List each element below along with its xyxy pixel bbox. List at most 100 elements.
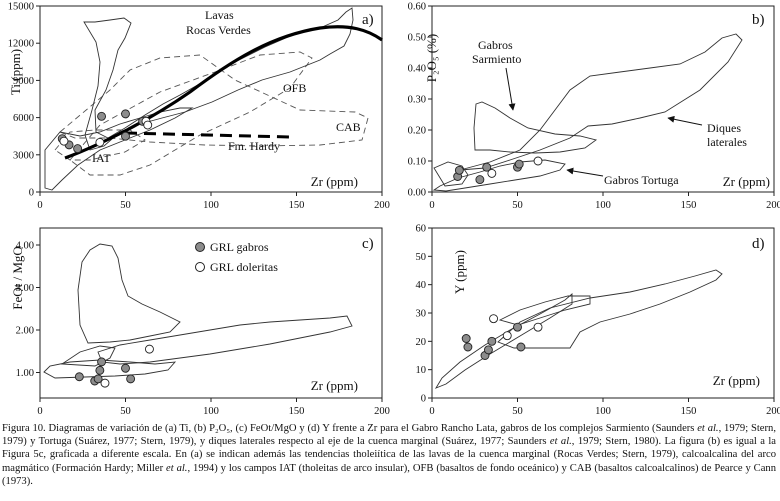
grl-doleritas-point xyxy=(59,136,69,146)
label-gabros-tortuga: Gabros Tortuga xyxy=(604,173,679,187)
gabros-tortuga-field xyxy=(432,159,566,192)
panel-a-data-field xyxy=(44,107,194,191)
caption-text-4: , 1994) y los campos IAT (tholeitas de a… xyxy=(2,462,777,487)
panel-c-ylabel: FeOt / MgO xyxy=(10,246,25,310)
panel-a-xlabel: Zr (ppm) xyxy=(311,174,358,189)
grl-gabros-point xyxy=(482,162,492,172)
lavas-rocas-verdes-field xyxy=(83,7,354,151)
label-lavas: Lavas xyxy=(205,8,234,22)
legend-doleritas-label: GRL doleritas xyxy=(210,260,278,274)
label-fm-hardy: Fm. Hardy xyxy=(228,139,280,153)
grl-gabros-point xyxy=(95,365,105,375)
grl-gabros-point xyxy=(483,345,493,355)
grl-gabros-point xyxy=(463,342,473,352)
grl-gabros-point xyxy=(97,111,107,121)
x-tick-label: 150 xyxy=(289,406,305,417)
grl-doleritas-point xyxy=(489,314,499,324)
y-tick-label: 1.00 xyxy=(16,368,34,379)
panel-c-outer-field xyxy=(60,345,116,367)
rocas-verdes-trend-line xyxy=(64,25,383,160)
y-tick-label: 10 xyxy=(416,365,427,376)
legend: GRL gabros GRL doleritas xyxy=(195,240,278,274)
x-tick-label: 50 xyxy=(120,406,131,417)
grl-gabros-point xyxy=(516,342,526,352)
grl-gabros-point xyxy=(126,374,136,384)
panel-b-outer-field xyxy=(433,161,469,187)
y-tick-label: 0.50 xyxy=(408,33,426,44)
x-tick-label: 50 xyxy=(512,406,523,417)
grl-doleritas-point xyxy=(143,120,153,130)
panel-c-diques-laterales-field xyxy=(97,315,353,365)
grl-gabros-point xyxy=(513,322,522,332)
y-tick-label: 4.00 xyxy=(16,241,34,252)
fm-hardy-trend-line xyxy=(124,131,291,139)
grl-gabros-point xyxy=(73,144,83,154)
x-tick-label: 0 xyxy=(37,200,42,211)
grl-gabros-point xyxy=(121,363,130,373)
y-tick-label: 50 xyxy=(416,252,427,263)
panel-d-gabros-sarmiento-field xyxy=(498,295,591,326)
panel-a-ti-vs-zr: 0 50 100 150 200 0 3000 6000 9000 12000 15000 a) T… xyxy=(8,2,390,212)
x-tick-label: 50 xyxy=(512,200,523,211)
label-sarmiento: Sarmiento xyxy=(472,52,521,66)
grl-gabros-point xyxy=(74,372,84,382)
grl-doleritas-point xyxy=(502,331,512,341)
x-tick-label: 100 xyxy=(595,406,611,417)
grl-gabros-point xyxy=(121,131,130,141)
y-tick-label: 3.00 xyxy=(16,283,34,294)
panel-b-ticks: 0 50 100 150 200 0.00 0.10 0.20 0.30 0.40 0.50 0.60 xyxy=(408,2,780,212)
cab-field xyxy=(59,54,369,147)
x-tick-label: 0 xyxy=(37,406,42,417)
x-tick-label: 50 xyxy=(120,200,131,211)
y-tick-label: 0.60 xyxy=(408,2,426,13)
panel-c-gabros-tortuga-field xyxy=(43,359,177,379)
y-tick-label: 9000 xyxy=(13,76,34,87)
y-tick-label: 6000 xyxy=(13,113,34,124)
x-tick-label: 100 xyxy=(203,200,219,211)
panel-c-ticks: 0 50 100 150 200 1.00 2.00 3.00 4.00 xyxy=(16,241,390,418)
y-tick-label: 0.20 xyxy=(408,126,426,137)
label-iat: IAT xyxy=(92,151,111,165)
grl-doleritas-point xyxy=(144,344,154,354)
panel-d-gabros-tortuga-field xyxy=(434,293,573,389)
caption-etal-3: et al. xyxy=(166,462,188,474)
arrow-diques-laterales xyxy=(667,115,703,126)
iat-field xyxy=(54,129,146,161)
x-tick-label: 0 xyxy=(429,406,434,417)
x-tick-label: 200 xyxy=(766,406,780,417)
panel-d-xlabel: Zr (ppm) xyxy=(713,373,760,388)
panel-a-points xyxy=(57,109,153,154)
grl-gabros-point xyxy=(93,374,103,384)
grl-gabros-point xyxy=(121,109,130,119)
x-tick-label: 200 xyxy=(374,406,390,417)
panel-b-ylabel: P₂O₅ (%) xyxy=(424,34,439,82)
grl-doleritas-point xyxy=(533,156,543,166)
label-cab: CAB xyxy=(336,120,361,134)
y-tick-label: 2.00 xyxy=(16,326,34,337)
caption-text-2: , 1979; Stern, 1979) y Tortuga (Suárez, … xyxy=(2,423,776,448)
label-diques: Diques xyxy=(707,121,741,135)
grl-gabros-point xyxy=(97,357,107,367)
caption-text-3: , 1979; Stern, 1980). La figura (b) es i… xyxy=(2,436,776,474)
y-tick-label: 15000 xyxy=(8,2,34,13)
arrow-gabros-tortuga xyxy=(566,167,604,177)
panel-d-tag: d) xyxy=(752,236,765,252)
panel-c-feot-mgo-vs-zr: 0 50 100 150 200 1.00 2.00 3.00 4.00 c) FeOt / M… xyxy=(10,227,390,418)
panel-c-xlabel: Zr (ppm) xyxy=(311,378,358,393)
grl-doleritas-point xyxy=(533,322,543,332)
caption-etal-1: et al. xyxy=(697,423,719,434)
panel-a-tag: a) xyxy=(362,12,374,28)
panel-b-p2o5-vs-zr: 0 50 100 150 200 0.00 0.10 0.20 0.30 0.40 0.50 0.60… xyxy=(408,2,780,212)
figure-caption: Figura 10. Diagramas de variación de (a)… xyxy=(2,422,776,488)
caption-text-1: Figura 10. Diagramas de variación de (a)… xyxy=(2,423,698,434)
panel-d-points xyxy=(461,314,543,360)
x-tick-label: 100 xyxy=(203,406,219,417)
gabros-sarmiento-field xyxy=(473,101,598,154)
label-ofb: OFB xyxy=(283,81,306,95)
grl-gabros-point xyxy=(487,336,497,346)
legend-gabros-marker xyxy=(195,242,205,252)
panel-d-diques-laterales-field xyxy=(497,269,723,349)
x-tick-label: 150 xyxy=(289,200,305,211)
y-tick-label: 0.00 xyxy=(408,188,426,199)
caption-etal-2: et al. xyxy=(549,436,572,448)
